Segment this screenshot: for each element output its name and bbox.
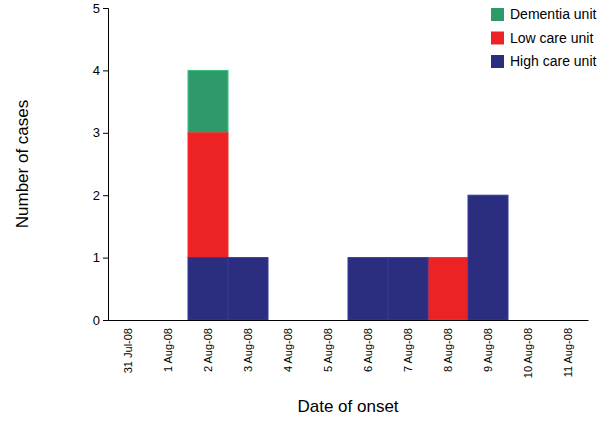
bar-segment — [308, 320, 348, 321]
x-tick-label: 4 Aug-08 — [282, 328, 294, 372]
y-axis-line — [103, 9, 109, 321]
bars — [188, 70, 508, 320]
x-tick: 6 Aug-08 — [362, 320, 374, 372]
x-tick-label: 8 Aug-08 — [442, 328, 454, 372]
x-tick: 11 Aug-08 — [562, 320, 574, 377]
bar-segment — [428, 258, 468, 320]
bar-segment — [388, 258, 428, 320]
x-tick-label: 5 Aug-08 — [322, 328, 334, 372]
x-tick: 10 Aug-08 — [522, 320, 534, 378]
y-tick-mark — [103, 258, 108, 259]
bar-segment — [268, 320, 308, 321]
legend-label: Low care unit — [510, 30, 593, 46]
x-axis-line — [109, 320, 589, 321]
y-axis: 0 1 2 3 4 5 — [93, 1, 109, 328]
bar-segment — [188, 133, 228, 258]
bar-segment — [308, 320, 348, 321]
y-tick-mark — [103, 320, 108, 321]
x-tick-label: 2 Aug-08 — [202, 328, 214, 372]
x-tick-label: 9 Aug-08 — [482, 328, 494, 372]
bar-segment — [148, 320, 188, 321]
bar-segment — [148, 320, 188, 321]
bar-segment — [268, 320, 308, 321]
y-tick-label: 0 — [93, 313, 100, 328]
y-tick-mark — [103, 70, 108, 71]
x-tick: 7 Aug-08 — [402, 320, 414, 372]
x-tick-label: 1 Aug-08 — [162, 328, 174, 372]
x-axis: 31 Jul-08 1 Aug-08 2 Aug-08 3 Aug-08 4 Aug-0… — [109, 320, 589, 378]
bar-segment — [468, 195, 508, 320]
bar-segment — [188, 70, 228, 132]
x-tick: 3 Aug-08 — [242, 320, 254, 372]
x-tick: 5 Aug-08 — [322, 320, 334, 372]
y-tick: 3 — [93, 125, 108, 140]
legend-label: Dementia unit — [510, 6, 596, 22]
x-tick-label: 6 Aug-08 — [362, 328, 374, 372]
bar-segment — [108, 320, 148, 321]
bar-segment — [508, 320, 548, 321]
x-tick-label: 11 Aug-08 — [562, 328, 574, 377]
bar-segment — [348, 258, 388, 320]
y-tick: 4 — [93, 63, 108, 78]
y-tick: 0 — [93, 313, 108, 328]
y-tick-mark — [103, 133, 108, 134]
bar-segment — [428, 320, 468, 321]
y-tick: 5 — [93, 1, 108, 16]
bar-segment — [228, 258, 268, 320]
y-tick-label: 3 — [93, 125, 100, 140]
bar-segment — [548, 320, 588, 321]
x-tick-label: 3 Aug-08 — [242, 328, 254, 372]
x-tick: 31 Jul-08 — [122, 320, 134, 373]
x-axis-title: Date of onset — [297, 397, 398, 416]
bar-segment — [108, 320, 148, 321]
bar-segment — [268, 320, 308, 321]
bar-segment — [508, 320, 548, 321]
bar-segment — [108, 320, 148, 321]
y-tick-mark — [103, 195, 108, 196]
y-axis-title: Number of cases — [13, 100, 32, 229]
legend-swatch — [491, 8, 504, 21]
bar-segment — [308, 320, 348, 321]
y-tick-label: 2 — [93, 188, 100, 203]
y-tick-mark — [103, 8, 108, 9]
x-tick: 1 Aug-08 — [162, 320, 174, 372]
legend-label: High care unit — [510, 53, 596, 69]
x-tick: 2 Aug-08 — [202, 320, 214, 372]
legend-swatch — [491, 55, 504, 68]
y-tick-label: 4 — [93, 63, 100, 78]
y-tick-label: 1 — [93, 250, 100, 265]
bar-segment — [548, 320, 588, 321]
x-tick: 9 Aug-08 — [482, 320, 494, 372]
bar-segment — [188, 258, 228, 320]
x-tick-label: 10 Aug-08 — [522, 328, 534, 378]
x-tick: 4 Aug-08 — [282, 320, 294, 372]
y-tick: 2 — [93, 188, 108, 203]
x-tick-label: 7 Aug-08 — [402, 328, 414, 372]
y-tick-label: 5 — [93, 1, 100, 16]
y-tick: 1 — [93, 250, 108, 265]
chart: 0 1 2 3 4 5 31 Jul-08 1 Aug-08 2 Aug-08 3 Aug-08 4… — [0, 0, 605, 422]
bar-segment — [548, 320, 588, 321]
x-tick-label: 31 Jul-08 — [122, 328, 134, 373]
bar-segment — [148, 320, 188, 321]
legend-swatch — [491, 32, 504, 45]
x-tick: 8 Aug-08 — [442, 320, 454, 372]
bar-segment — [508, 320, 548, 321]
legend: Dementia unit Low care unit High care unit — [491, 6, 596, 69]
